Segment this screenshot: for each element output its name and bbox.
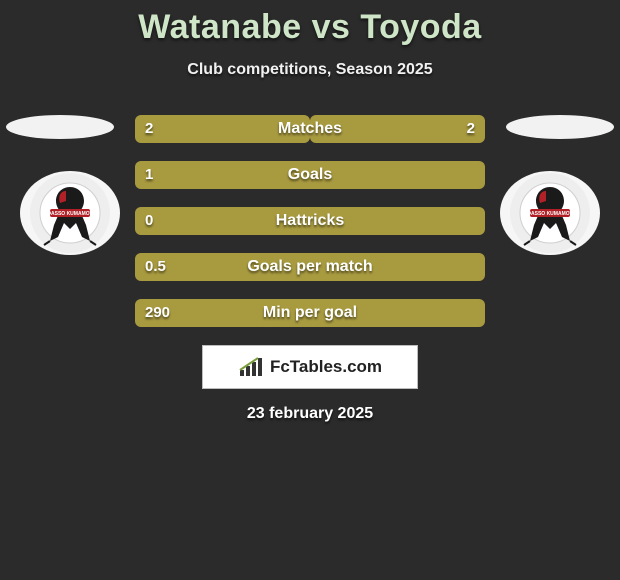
page-title: Watanabe vs Toyoda — [0, 0, 620, 47]
stat-row: Goals per match0.5 — [135, 253, 485, 281]
stat-bar-right — [310, 115, 485, 143]
stat-bars: Matches22 Goals1 Hattricks0 Goals per match… — [135, 115, 485, 327]
platform-ellipse-right — [506, 115, 614, 139]
stat-bar-left — [135, 253, 485, 281]
comparison-arena: ROASSO KUMAMOTO ROASSO KUMAMOTO Matches2… — [0, 115, 620, 423]
stat-row: Min per goal290 — [135, 299, 485, 327]
source-logo-box: FcTables.com — [202, 345, 418, 389]
stat-row: Goals1 — [135, 161, 485, 189]
snapshot-date: 23 february 2025 — [0, 405, 620, 423]
team-badge-left: ROASSO KUMAMOTO — [20, 171, 120, 255]
stat-bar-left — [135, 161, 485, 189]
team-crest-icon: ROASSO KUMAMOTO — [20, 171, 120, 255]
stat-row: Hattricks0 — [135, 207, 485, 235]
team-crest-icon: ROASSO KUMAMOTO — [500, 171, 600, 255]
stat-bar-left — [135, 115, 310, 143]
bar-chart-icon — [238, 356, 264, 378]
badge-banner-text: ROASSO KUMAMOTO — [524, 211, 577, 217]
stat-row: Matches22 — [135, 115, 485, 143]
stat-bar-left — [135, 207, 485, 235]
platform-ellipse-left — [6, 115, 114, 139]
stat-bar-left — [135, 299, 485, 327]
team-badge-right: ROASSO KUMAMOTO — [500, 171, 600, 255]
subtitle: Club competitions, Season 2025 — [0, 61, 620, 79]
brand-text: FcTables.com — [270, 357, 382, 377]
badge-banner-text: ROASSO KUMAMOTO — [44, 211, 97, 217]
